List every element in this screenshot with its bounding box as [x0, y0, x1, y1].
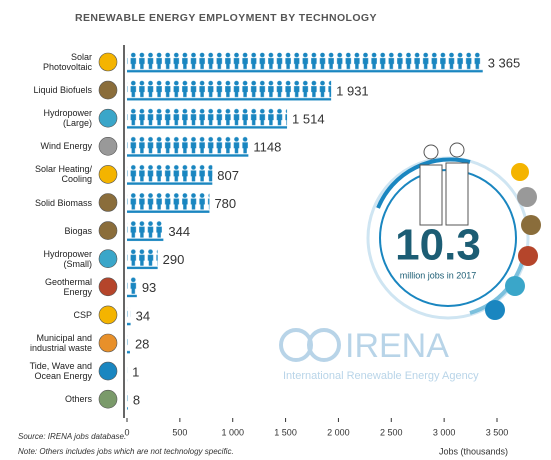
bar: [127, 80, 332, 101]
value-label: 8: [133, 393, 140, 408]
category-label: CSP: [73, 309, 92, 320]
category-icon: [98, 389, 118, 409]
category-label: Others: [64, 394, 92, 405]
source: Source: IRENA jobs database.: [18, 432, 126, 441]
category-label: Municipal and industrial waste: [29, 333, 92, 353]
category-icon: [98, 165, 118, 184]
category-icon: [98, 137, 118, 156]
category-label: Solar Heating/ Cooling: [34, 164, 92, 185]
x-tick-label: 500: [172, 427, 187, 437]
x-tick-label: 2 500: [380, 427, 403, 437]
category-icon: [98, 305, 118, 325]
value-label: 807: [217, 168, 239, 183]
value-label: 1 514: [292, 112, 325, 127]
category-label: Solar Photovoltaic: [42, 52, 92, 72]
headline-caption: million jobs in 2017: [400, 270, 477, 280]
x-tick-label: 3 000: [433, 427, 456, 437]
category-label: Biogas: [64, 225, 92, 236]
category-label: Geothermal Energy: [44, 276, 92, 297]
x-axis-label: Jobs (thousands): [439, 446, 508, 456]
bar: [127, 136, 249, 157]
category-icon: [98, 108, 118, 128]
category-label: Hydropower (Small): [43, 248, 92, 269]
bar: [127, 220, 164, 242]
category-icon: [98, 361, 118, 381]
value-label: 34: [136, 308, 150, 323]
value-label: 290: [163, 252, 185, 267]
category-icon: [98, 80, 118, 100]
category-icon: [98, 277, 118, 297]
bar: [127, 52, 483, 73]
x-tick-label: 3 500: [486, 427, 509, 437]
category-icon: [98, 333, 118, 353]
chart-title: RENEWABLE ENERGY EMPLOYMENT BY TECHNOLOG…: [75, 12, 377, 24]
headline-graphic: 10.3 million jobs in 2017: [366, 142, 541, 320]
category-label: Solid Biomass: [34, 197, 92, 208]
category-label: Hydropower (Large): [43, 108, 92, 129]
category-icon: [98, 221, 118, 240]
logo: IRENA International Renewable Energy Age…: [279, 327, 479, 382]
note: Note: Others includes jobs which are not…: [18, 447, 234, 456]
headline: 10.3: [395, 221, 481, 270]
bar: [127, 333, 130, 354]
value-label: 344: [168, 224, 190, 239]
bar: [127, 304, 131, 326]
logo-text: IRENA: [345, 327, 449, 365]
category-icon: [98, 193, 118, 212]
value-label: 1 931: [336, 84, 369, 99]
value-label: 1: [132, 365, 139, 380]
category-label: Liquid Biofuels: [33, 85, 92, 96]
bar: [127, 276, 137, 298]
category-icon: [98, 52, 118, 72]
category-label: Wind Energy: [40, 141, 92, 152]
logo-caption: International Renewable Energy Agency: [283, 370, 479, 382]
value-label: 93: [142, 280, 156, 295]
bar: [127, 389, 128, 410]
x-tick-label: 1 500: [274, 427, 297, 437]
category-icon: [98, 249, 118, 269]
bar: [127, 192, 210, 213]
value-label: 780: [214, 196, 236, 211]
x-tick-label: 2 000: [327, 427, 350, 437]
x-tick-label: 0: [124, 427, 129, 437]
bar: [127, 164, 213, 185]
x-tick-label: 1 000: [221, 427, 244, 437]
bar: [127, 248, 158, 270]
value-label: 1148: [253, 140, 281, 155]
bar: [127, 108, 288, 129]
value-label: 28: [135, 336, 149, 351]
category-label: Tide, Wave and Ocean Energy: [29, 361, 92, 382]
value-label: 3 365: [488, 55, 521, 70]
